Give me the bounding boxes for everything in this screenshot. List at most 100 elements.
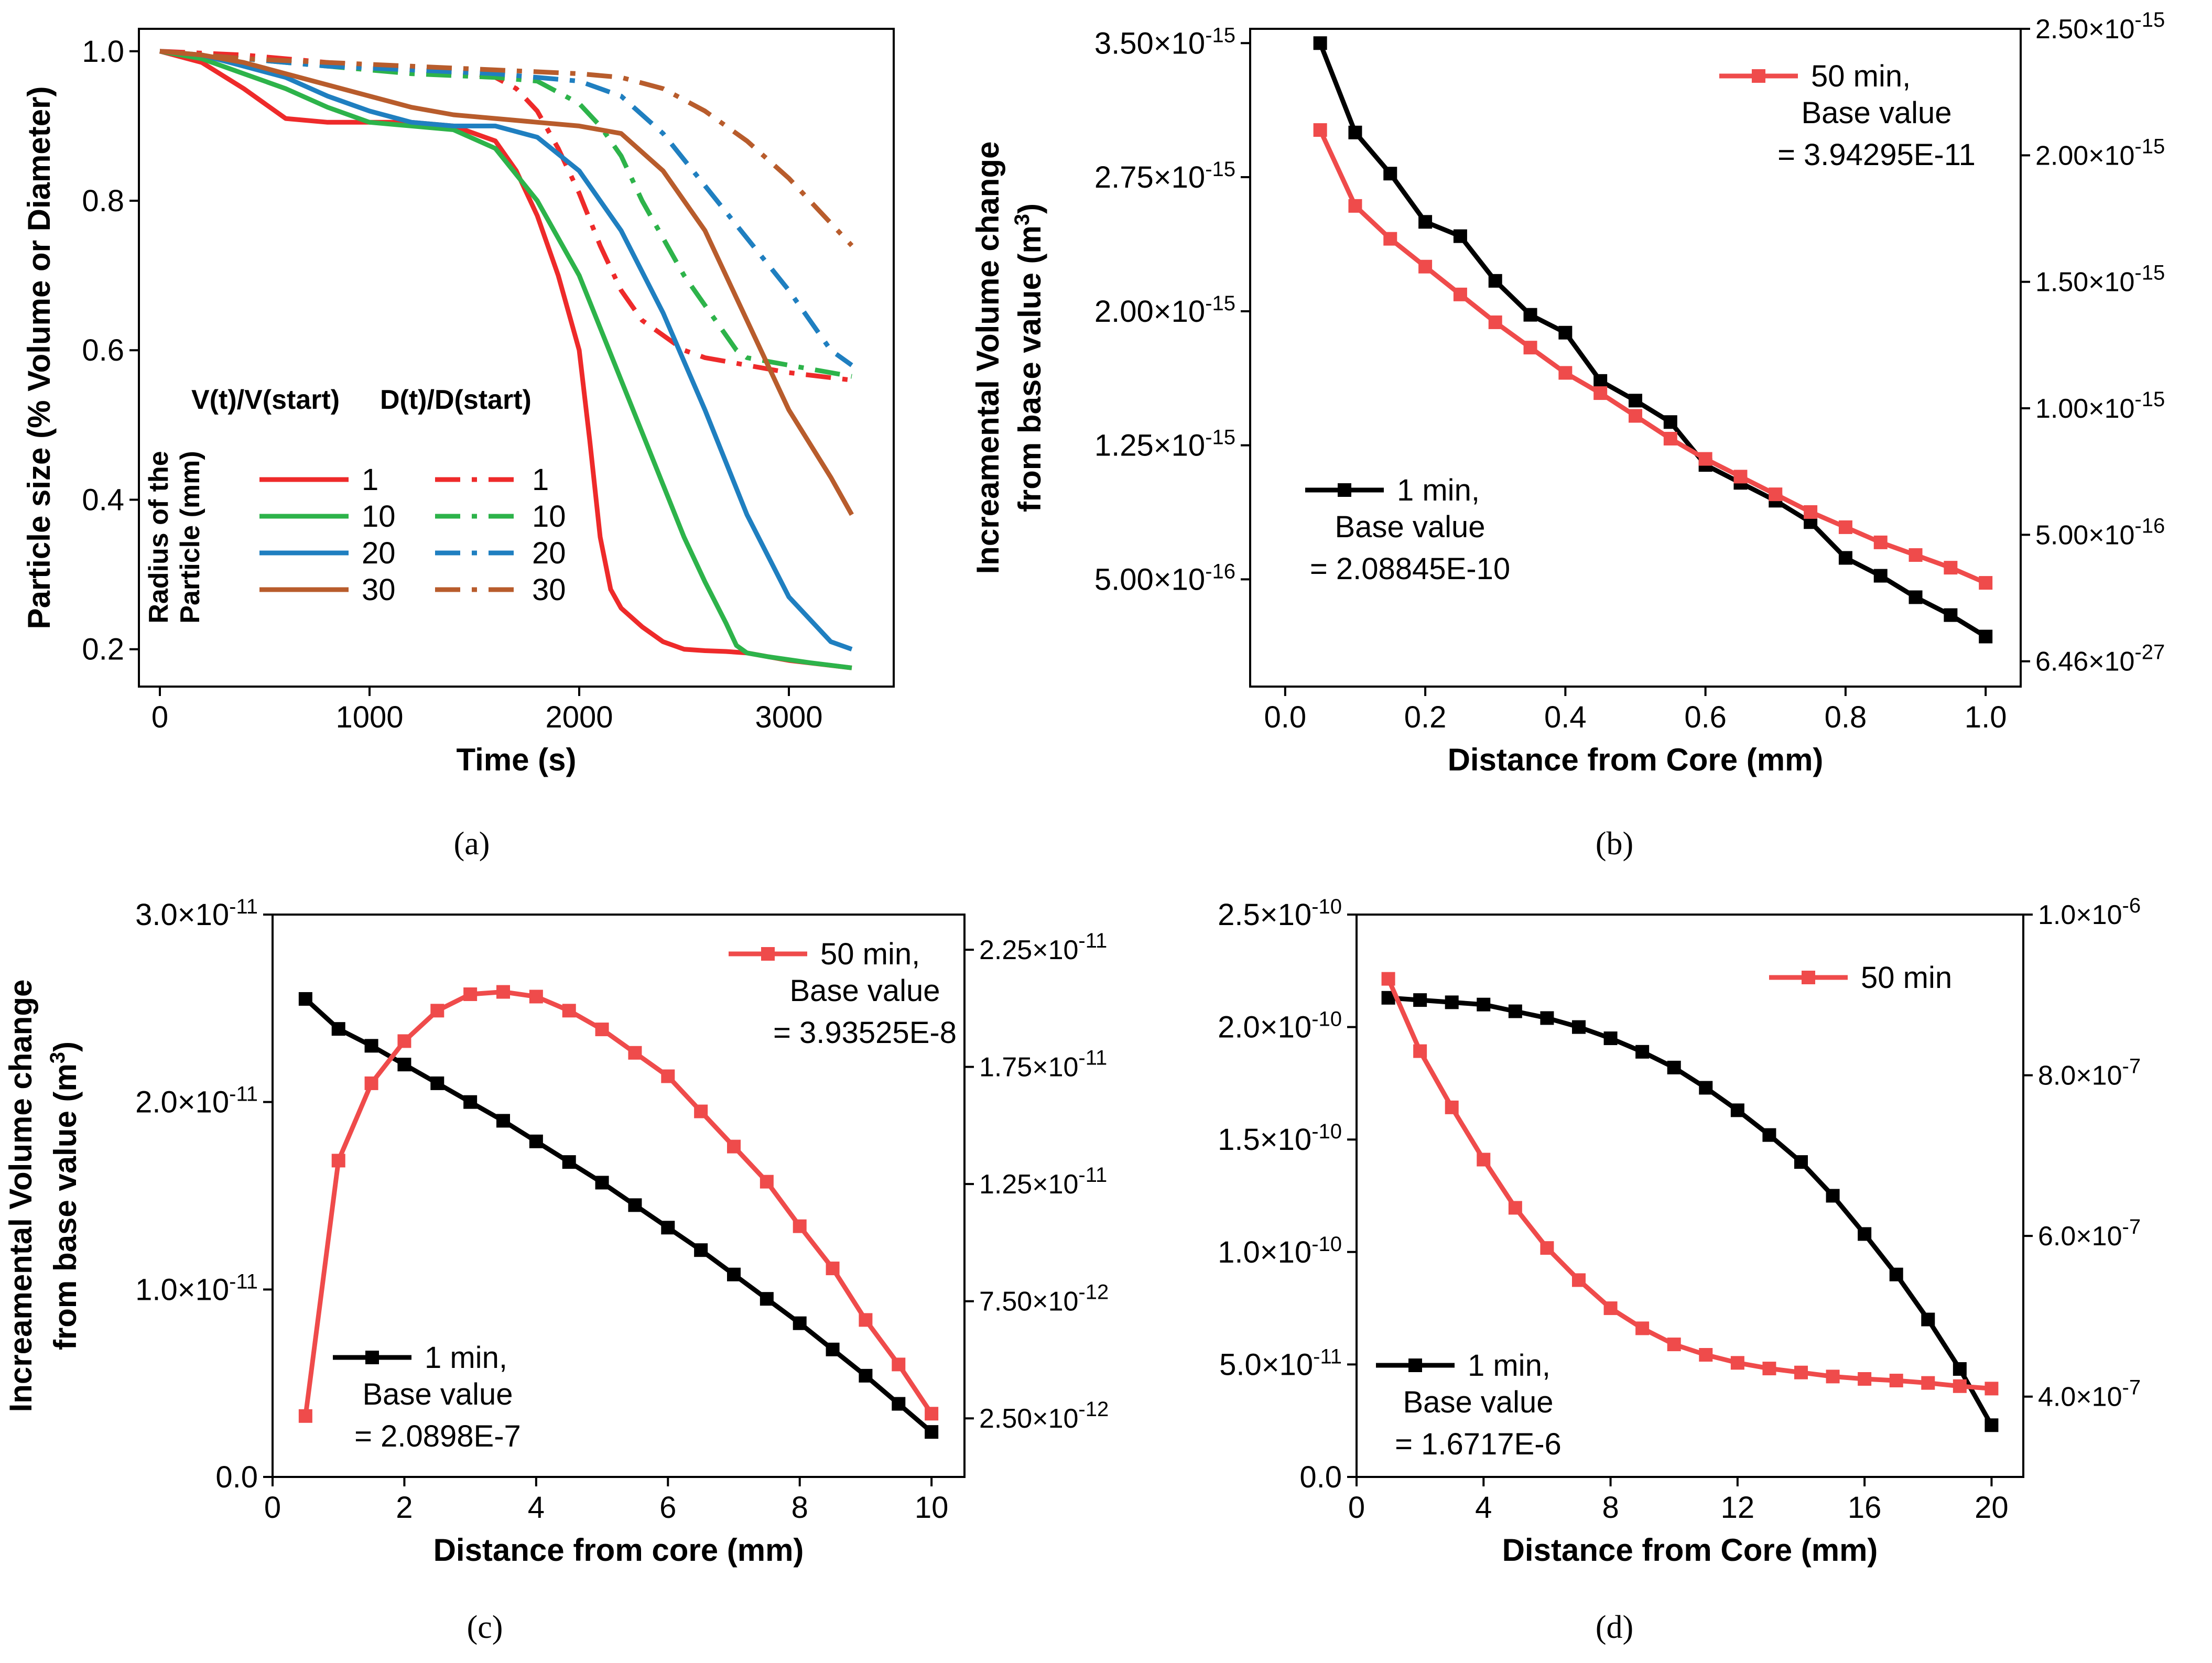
data-point	[1953, 1362, 1967, 1376]
data-point	[1730, 1356, 1744, 1370]
legend-text: Base value	[1403, 1385, 1554, 1419]
legend-swatch-marker	[1752, 69, 1765, 83]
data-point	[496, 1114, 510, 1128]
data-point	[1979, 629, 1993, 644]
x-tick-label: 10	[915, 1491, 949, 1525]
y-tick-label: 1.25×10-15	[1094, 426, 1235, 463]
x-tick-label: 0.4	[1544, 700, 1587, 734]
data-point	[331, 1154, 345, 1168]
data-point	[1985, 1418, 1999, 1432]
y-tick-label: 0.4	[82, 483, 124, 517]
data-point	[1979, 576, 1993, 590]
x-tick-label: 16	[1848, 1491, 1882, 1525]
legend-swatch-marker	[1408, 1358, 1422, 1372]
data-point	[1909, 548, 1923, 562]
plot-frame	[272, 914, 966, 1478]
y-axis-title: from base value (m3)	[1011, 203, 1047, 512]
y-tick-label: 3.0×10-11	[135, 895, 258, 932]
data-point	[1477, 997, 1491, 1012]
data-point	[1826, 1189, 1840, 1203]
data-point	[562, 1155, 576, 1169]
y2-tick-label: 1.75×10-11	[979, 1047, 1107, 1083]
legend-text: 1 min,	[1397, 473, 1480, 507]
data-point	[694, 1243, 708, 1257]
data-point	[1383, 232, 1397, 246]
data-point	[892, 1357, 906, 1372]
y-tick-label: 0.2	[82, 633, 124, 667]
data-point	[1667, 1060, 1681, 1074]
data-point	[529, 990, 543, 1004]
y-tick-label: 1.5×10-10	[1218, 1120, 1342, 1157]
plot-frame	[1356, 914, 2024, 1478]
data-point	[1953, 1379, 1967, 1393]
data-point	[1635, 1321, 1650, 1335]
data-point	[1603, 1301, 1618, 1316]
x-tick-label: 3000	[755, 700, 822, 734]
data-point	[595, 1176, 609, 1190]
y-tick-label: 1.0	[82, 35, 124, 69]
panel-label: (d)	[1596, 1610, 1633, 1645]
data-point	[1348, 199, 1362, 213]
y-tick-label: 0.0	[215, 1460, 258, 1494]
data-point	[1629, 409, 1642, 423]
legend-swatch-marker	[1802, 971, 1815, 984]
data-point	[925, 1407, 939, 1421]
series-line	[159, 49, 852, 670]
data-point	[1418, 259, 1433, 274]
data-point	[793, 1316, 807, 1330]
legend-text: 50 min	[1861, 961, 1952, 995]
data-point	[331, 1022, 345, 1036]
data-point	[1453, 287, 1467, 301]
y-tick-label: 1.0×10-11	[135, 1270, 258, 1307]
y2-tick-label: 4.0×10-7	[2038, 1376, 2141, 1412]
data-point	[1629, 394, 1642, 408]
chart-d: 0 4 8 12 16 20 0.0 5.0×10-11 1.0×10-10 1.5×10-10 2…	[1218, 894, 2141, 1645]
data-point	[1733, 470, 1748, 484]
y2-tick-label: 1.50×10-15	[2035, 262, 2165, 298]
data-point	[1381, 972, 1395, 986]
data-point	[1540, 1241, 1554, 1255]
data-point	[1635, 1045, 1650, 1059]
data-point	[1699, 1081, 1713, 1095]
data-point	[1523, 308, 1537, 322]
data-point	[1858, 1372, 1872, 1386]
x-tick-label: 6	[659, 1491, 676, 1525]
plot-frame	[138, 28, 895, 688]
legend-col1-title: V(t)/V(start)	[191, 385, 340, 415]
data-point	[1413, 993, 1427, 1007]
x-tick-label: 0	[151, 700, 168, 734]
data-point	[760, 1292, 774, 1306]
y-axis-title: Increamental Volume change	[3, 980, 38, 1412]
data-point	[1667, 1338, 1681, 1352]
data-point	[1699, 1348, 1713, 1362]
chart-b: 0.0 0.2 0.4 0.6 0.8 1.0 5.00×10-16 1.25×10-15 2.…	[970, 8, 2165, 862]
legend-entry-label: 20	[362, 536, 396, 570]
legend-text: 1 min,	[1468, 1349, 1550, 1383]
data-point	[1348, 125, 1362, 139]
data-point	[1383, 167, 1397, 181]
series-line	[159, 49, 853, 367]
data-point	[1921, 1376, 1935, 1390]
legend-entry-label: 1	[532, 463, 549, 497]
y2-tick-label: 2.25×10-11	[979, 929, 1107, 965]
series-line	[159, 49, 854, 516]
x-tick-label: 0.2	[1404, 700, 1447, 734]
data-point	[1558, 325, 1573, 340]
panel-label: (a)	[454, 826, 490, 862]
data-point	[1313, 36, 1327, 50]
y2-tick-label: 6.46×10-27	[2035, 641, 2165, 677]
y2-tick-label: 5.00×10-16	[2035, 514, 2165, 550]
data-point	[1488, 315, 1502, 329]
data-point	[364, 1039, 378, 1053]
series-line	[159, 49, 854, 247]
data-point	[1593, 374, 1608, 388]
data-point	[1873, 535, 1888, 549]
x-tick-label: 12	[1721, 1491, 1755, 1525]
data-point	[1572, 1273, 1586, 1287]
data-point	[1804, 505, 1818, 519]
y-tick-label: 2.0×10-10	[1218, 1008, 1342, 1045]
y-tick-label: 2.5×10-10	[1218, 895, 1342, 932]
data-point	[1909, 590, 1923, 604]
y-tick-label: 3.50×10-15	[1094, 24, 1235, 60]
series-line	[159, 49, 852, 383]
